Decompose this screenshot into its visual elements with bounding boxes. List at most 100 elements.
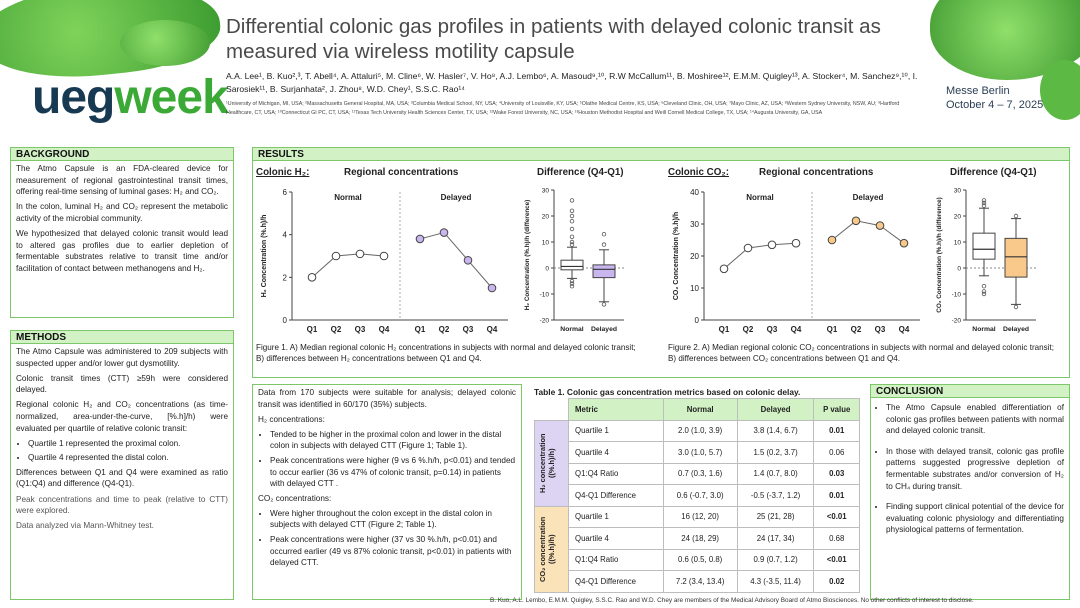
box [592, 264, 616, 279]
table-cell-normal: 16 (12, 20) [662, 505, 738, 528]
x-tick-label: Q1 [415, 325, 426, 334]
outlier-point [569, 208, 575, 213]
outlier-point [981, 289, 987, 294]
table-cell-delayed: 1.4 (0.7, 8.0) [736, 462, 815, 485]
data-point [767, 240, 777, 250]
findings-section: Data from 170 subjects were suitable for… [252, 384, 522, 600]
table-cell-metric: Q4-Q1 Difference [568, 570, 664, 593]
table-cell-delayed: 4.3 (-3.5, 11.4) [736, 570, 815, 593]
table-row: Q4-Q1 Difference 0.6 (-0.7, 3.0) -0.5 (-3.… [535, 484, 860, 507]
y-tick-label: 20 [690, 252, 699, 261]
data-point [719, 264, 729, 274]
y-tick-label: -10 [952, 292, 962, 299]
outlier-point [601, 232, 607, 237]
co2-label: Colonic CO₂: [668, 167, 729, 178]
table-cell-metric: Quartile 4 [568, 527, 664, 550]
series-line [311, 253, 385, 278]
co2-difference-boxplot: -20 -10 0 10 20 30 CO₂ Concentration (%.h)/h (… [936, 188, 1036, 333]
table-cell-delayed: 25 (21, 28) [736, 505, 815, 528]
x-tick-label: Q2 [331, 325, 342, 334]
ueg-week-logo: uegweek [32, 71, 229, 124]
y-tick-label: 0 [957, 266, 961, 273]
y-tick-label: 0 [545, 266, 549, 273]
table-row: Quartile 4 24 (18, 29) 24 (17, 34) 0.68 [535, 527, 860, 550]
table-cell-normal: 0.6 (-0.7, 3.0) [662, 484, 738, 507]
co2-diff-title: Difference (Q4-Q1) [950, 167, 1037, 178]
data-point [827, 235, 837, 245]
x-tick-label: Q2 [439, 325, 450, 334]
y-tick-label: 4 [283, 231, 288, 240]
box [972, 232, 996, 260]
y-axis-label: H₂ Concentration (%.h)/h (difference) [524, 200, 531, 311]
outlier-point [569, 239, 575, 245]
table-group-label: CO₂ concentration ((%.h)/h) [534, 505, 569, 593]
table-1-caption: Table 1. Colonic gas concentration metri… [534, 387, 801, 397]
outlier-point [569, 278, 575, 284]
affiliations: ¹University of Michigan, MI, USA; ²Massa… [226, 101, 900, 116]
x-tick-label: Q1 [719, 325, 730, 334]
y-tick-label: 6 [283, 188, 288, 197]
table-cell-delayed: 24 (17, 34) [736, 527, 815, 550]
series-label: Delayed [853, 193, 884, 202]
series-line [419, 231, 493, 289]
table-cell-p: 0.02 [813, 570, 860, 593]
table-header: P value [813, 398, 860, 421]
h2-regional-title: Regional concentrations [344, 167, 459, 178]
h2-label: Colonic H₂: [256, 167, 310, 178]
y-tick-label: 10 [690, 284, 699, 293]
y-tick-label: 40 [690, 188, 699, 197]
outlier-point [569, 281, 575, 286]
table-row: Quartile 4 3.0 (1.0, 5.7) 1.5 (0.2, 3.7) 0.… [535, 441, 860, 464]
y-tick-label: 0 [283, 316, 288, 325]
x-tick-label: Q1 [827, 325, 838, 334]
table-cell-metric: Q4-Q1 Difference [568, 484, 664, 507]
outlier-point [601, 242, 607, 247]
data-point [743, 243, 753, 253]
poster-header: uegweek Differential colonic gas profile… [0, 0, 1080, 140]
h2-regional-chart: 0 2 4 6 H₂ Concentration (%.h)/h Normal Q1 Q2 Q3… [261, 188, 508, 334]
decorative-blob [1040, 60, 1080, 120]
results-figures [252, 160, 1070, 378]
table-1: Metric Normal Delayed P value H₂ concent… [534, 398, 860, 593]
series-line [831, 220, 905, 244]
series-label: Normal [334, 193, 362, 202]
box [560, 259, 584, 271]
y-tick-label: 30 [542, 188, 550, 195]
data-point [487, 283, 497, 293]
table-cell-delayed: 1.5 (0.2, 3.7) [736, 441, 815, 464]
table-cell-metric: Q1:Q4 Ratio [568, 462, 664, 485]
y-tick-label: -20 [952, 318, 962, 325]
outlier-point [981, 198, 987, 203]
data-point [463, 255, 473, 265]
y-tick-label: 10 [542, 240, 550, 247]
figure-2-caption: Figure 2. A) Median regional colonic CO₂… [668, 343, 1054, 363]
decorative-blob [120, 20, 210, 66]
x-tick-label: Q4 [487, 325, 498, 334]
box [1004, 237, 1028, 278]
table-cell-metric: Q1:Q4 Ratio [568, 548, 664, 571]
conclusion-section: The Atmo Capsule enabled differentiation… [870, 397, 1070, 600]
outlier-point [981, 291, 987, 297]
y-tick-label: 20 [954, 214, 962, 221]
table-cell-p: 0.01 [813, 419, 860, 442]
x-tick-label: Normal [560, 326, 584, 333]
table-row: Q1:Q4 Ratio 0.6 (0.5, 0.8) 0.9 (0.7, 1.2) <… [535, 548, 860, 571]
data-point [899, 238, 909, 248]
table-row: H₂ concentration ((%.h)/h) Quartile 1 2.0 … [534, 419, 860, 507]
x-tick-label: Q1 [307, 325, 318, 334]
x-tick-label: Normal [972, 326, 996, 333]
y-tick-label: 30 [954, 188, 962, 195]
x-tick-label: Q2 [743, 325, 754, 334]
outlier-point [569, 234, 575, 239]
outlier-point [981, 200, 987, 206]
x-tick-label: Q4 [791, 325, 802, 334]
outlier-point [981, 203, 987, 208]
data-point [851, 216, 861, 226]
table-cell-delayed: -0.5 (-3.7, 1.2) [736, 484, 815, 507]
table-cell-p: 0.01 [813, 484, 860, 507]
table-header: Normal [662, 398, 738, 421]
y-tick-label: -10 [540, 292, 550, 299]
methods-section: The Atmo Capsule was administered to 209… [10, 343, 234, 600]
outlier-point [569, 283, 575, 289]
data-point [791, 238, 801, 248]
